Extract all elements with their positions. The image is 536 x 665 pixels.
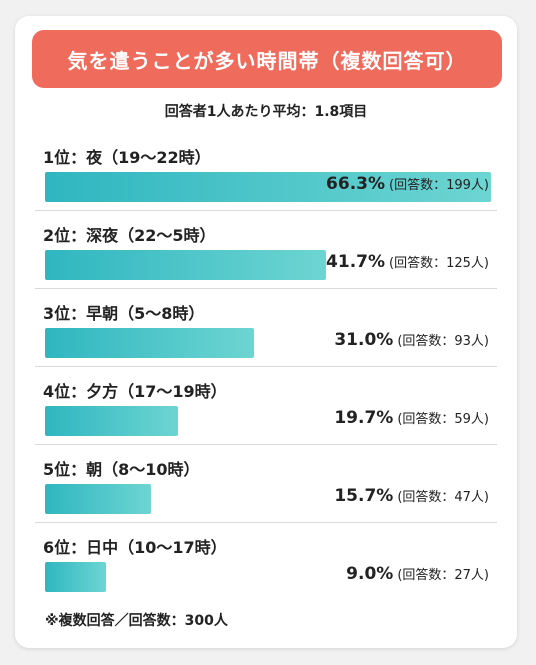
respondent-count-label: (回答数：27人) — [397, 568, 489, 583]
bar-mark — [45, 250, 326, 280]
respondent-count-label: (回答数：59人) — [397, 412, 489, 427]
row-divider — [35, 366, 497, 367]
respondent-count-label: (回答数：47人) — [397, 490, 489, 505]
bar-row: 2位：深夜（22〜5時） 41.7% (回答数：125人) — [35, 214, 497, 292]
bar-row: 5位：朝（8〜10時） 15.7% (回答数：47人) — [35, 448, 497, 526]
category-label: 2位：深夜（22〜5時） — [43, 226, 216, 245]
category-label: 6位：日中（10〜17時） — [43, 538, 227, 557]
percent-label: 19.7% — [334, 408, 394, 428]
value-label-group: 41.7% (回答数：125人) — [326, 252, 489, 272]
chart-title-banner: 気を遣うことが多い時間帯（複数回答可） — [32, 30, 502, 88]
value-label-group: 31.0% (回答数：93人) — [334, 330, 489, 350]
bar-row: 1位：夜（19〜22時） 66.3% (回答数：199人) — [35, 136, 497, 214]
value-label-group: 19.7% (回答数：59人) — [334, 408, 489, 428]
average-items-note: 回答者1人あたり平均：1.8項目 — [164, 104, 368, 120]
row-divider — [35, 288, 497, 289]
percent-label: 41.7% — [326, 252, 386, 272]
percent-label: 9.0% — [346, 564, 394, 584]
bar-mark — [45, 328, 254, 358]
value-label-group: 66.3% (回答数：199人) — [326, 174, 489, 194]
category-label: 4位：夕方（17〜19時） — [43, 382, 227, 401]
row-divider — [35, 522, 497, 523]
bar-mark — [45, 172, 491, 202]
bar-row: 6位：日中（10〜17時） 9.0% (回答数：27人) — [35, 526, 497, 604]
chart-title: 気を遣うことが多い時間帯（複数回答可） — [67, 48, 467, 73]
percent-label: 15.7% — [334, 486, 394, 506]
value-label-group: 9.0% (回答数：27人) — [346, 564, 489, 584]
footnote: ※複数回答／回答数：300人 — [45, 613, 228, 629]
respondent-count-label: (回答数：199人) — [389, 178, 489, 193]
category-label: 5位：朝（8〜10時） — [43, 460, 200, 479]
percent-label: 66.3% — [326, 174, 386, 194]
respondent-count-label: (回答数：93人) — [397, 334, 489, 349]
bar-row: 4位：夕方（17〜19時） 19.7% (回答数：59人) — [35, 370, 497, 448]
row-divider — [35, 444, 497, 445]
row-divider — [35, 210, 497, 211]
value-label-group: 15.7% (回答数：47人) — [334, 486, 489, 506]
chart-card: 気を遣うことが多い時間帯（複数回答可） 回答者1人あたり平均：1.8項目 1位：… — [15, 16, 517, 648]
bar-row: 3位：早朝（5〜8時） 31.0% (回答数：93人) — [35, 292, 497, 370]
bar-mark — [45, 484, 151, 514]
respondent-count-label: (回答数：125人) — [389, 256, 489, 271]
category-label: 3位：早朝（5〜8時） — [43, 304, 205, 323]
category-label: 1位：夜（19〜22時） — [43, 148, 211, 167]
bar-mark — [45, 406, 178, 436]
bar-mark — [45, 562, 106, 592]
percent-label: 31.0% — [334, 330, 394, 350]
